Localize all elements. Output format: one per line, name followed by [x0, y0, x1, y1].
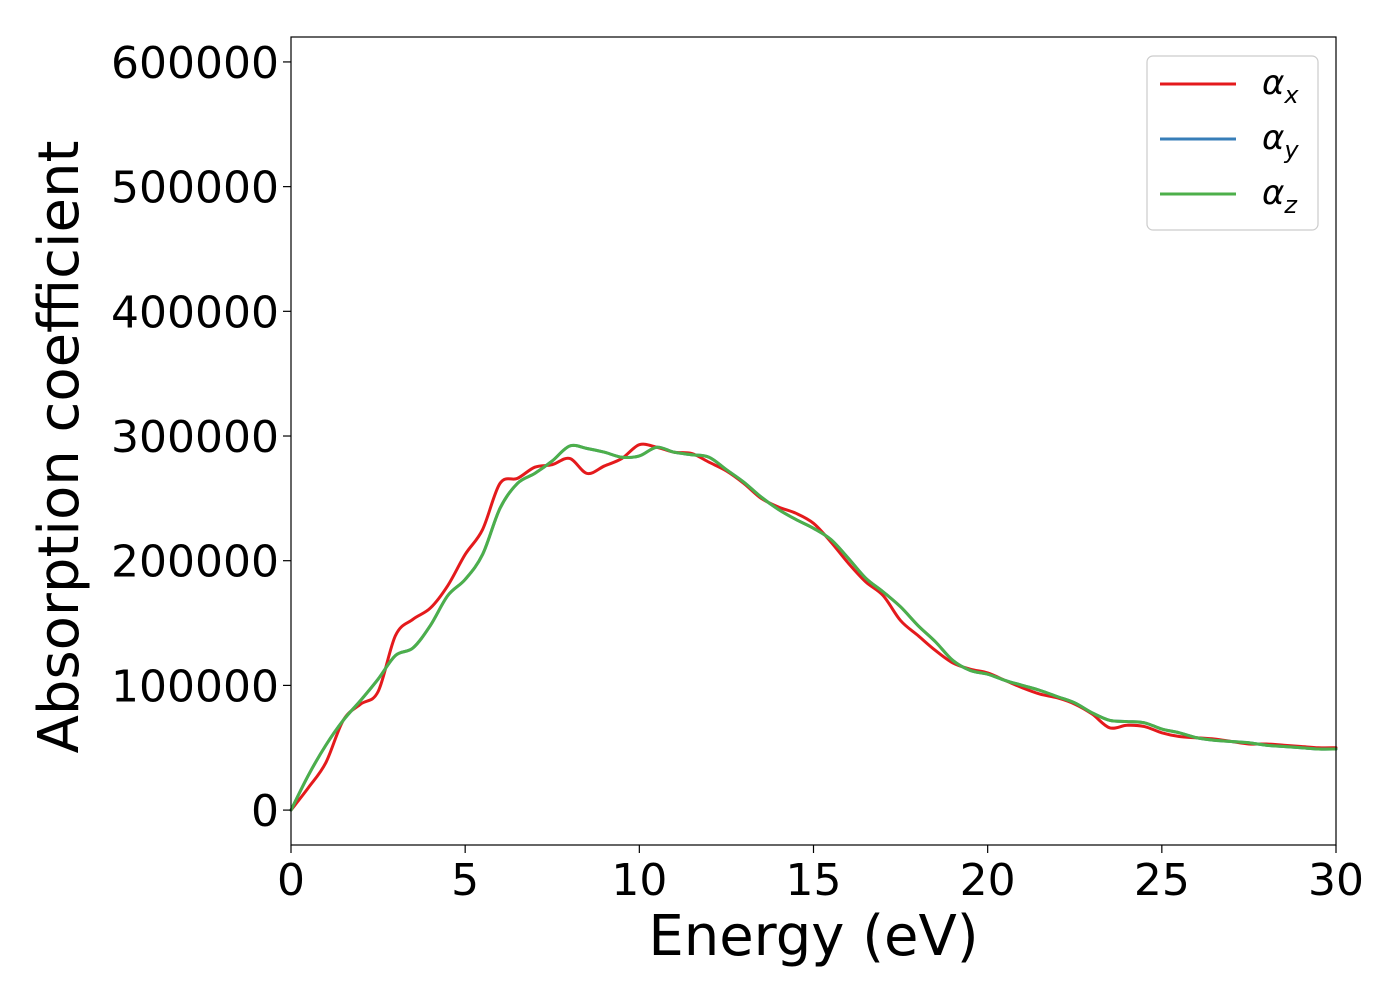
x-axis-label: Energy (eV) — [648, 904, 978, 969]
legend-label-alpha-x: αx — [1262, 63, 1299, 109]
x-tick-label: 10 — [611, 855, 667, 906]
x-tick-label: 5 — [451, 855, 479, 906]
y-tick-label: 500000 — [111, 163, 279, 214]
legend: αx αy αz — [1146, 55, 1319, 231]
legend-label-alpha-y: αy — [1262, 118, 1299, 164]
y-tick-label: 0 — [251, 786, 279, 837]
series-line-alpha-y — [289, 443, 1338, 812]
y-tick-label: 100000 — [111, 661, 279, 712]
y-axis-label: Absorption coefficient — [27, 141, 92, 754]
series-line-alpha-z — [289, 443, 1338, 812]
y-tick-label: 200000 — [111, 537, 279, 588]
legend-label-alpha-z: αz — [1262, 173, 1298, 219]
series-layer — [289, 442, 1338, 812]
y-tick-label: 600000 — [111, 38, 279, 89]
y-tick-label: 300000 — [111, 412, 279, 463]
series-line-alpha-x — [289, 442, 1338, 812]
x-tick-label: 30 — [1308, 855, 1364, 906]
x-tick-label: 25 — [1134, 855, 1190, 906]
y-axis-ticks: 0 100000 200000 300000 400000 500000 600000 — [111, 38, 291, 837]
legend-box — [1146, 55, 1319, 231]
y-tick-label: 400000 — [111, 287, 279, 338]
x-tick-label: 20 — [960, 855, 1016, 906]
x-tick-label: 15 — [786, 855, 842, 906]
x-tick-label: 0 — [277, 855, 305, 906]
x-axis-ticks: 0 5 10 15 20 25 30 — [277, 845, 1364, 906]
